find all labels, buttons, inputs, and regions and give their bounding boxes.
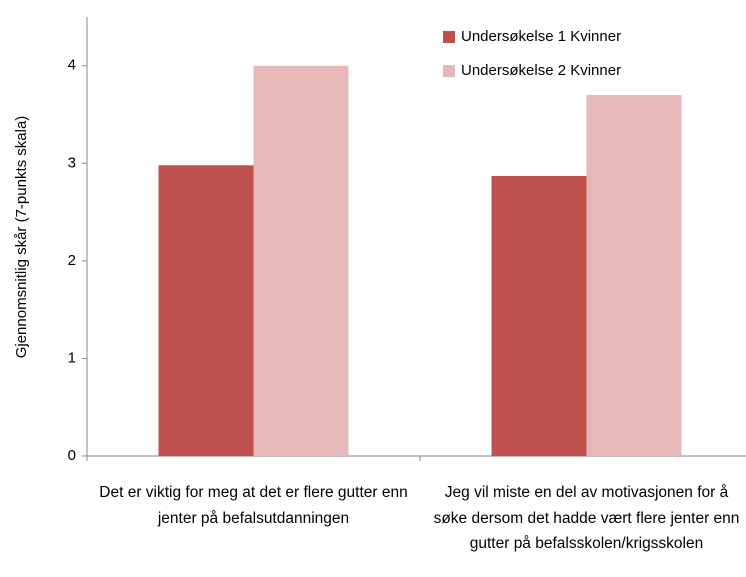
y-tick-label: 3 xyxy=(68,154,76,171)
legend-label: Undersøkelse 2 Kvinner xyxy=(461,62,621,79)
bar xyxy=(586,95,682,457)
legend-label: Undersøkelse 1 Kvinner xyxy=(461,28,621,45)
legend-swatch xyxy=(443,65,455,77)
bar xyxy=(253,65,349,457)
y-tick-label: 4 xyxy=(68,57,76,74)
y-tick-label: 2 xyxy=(68,252,76,269)
bar xyxy=(491,176,587,456)
x-tick-label: Jeg vil miste en del av motivasjonen for… xyxy=(433,484,740,552)
legend-swatch xyxy=(443,31,455,43)
y-tick-label: 0 xyxy=(68,447,76,464)
bar xyxy=(158,165,254,457)
x-tick-label: Det er viktig for meg at det er flere gu… xyxy=(99,484,408,527)
y-tick-label: 1 xyxy=(68,349,76,366)
y-axis-label: Gjennomsnitlig skår (7-punkts skala) xyxy=(13,116,30,359)
